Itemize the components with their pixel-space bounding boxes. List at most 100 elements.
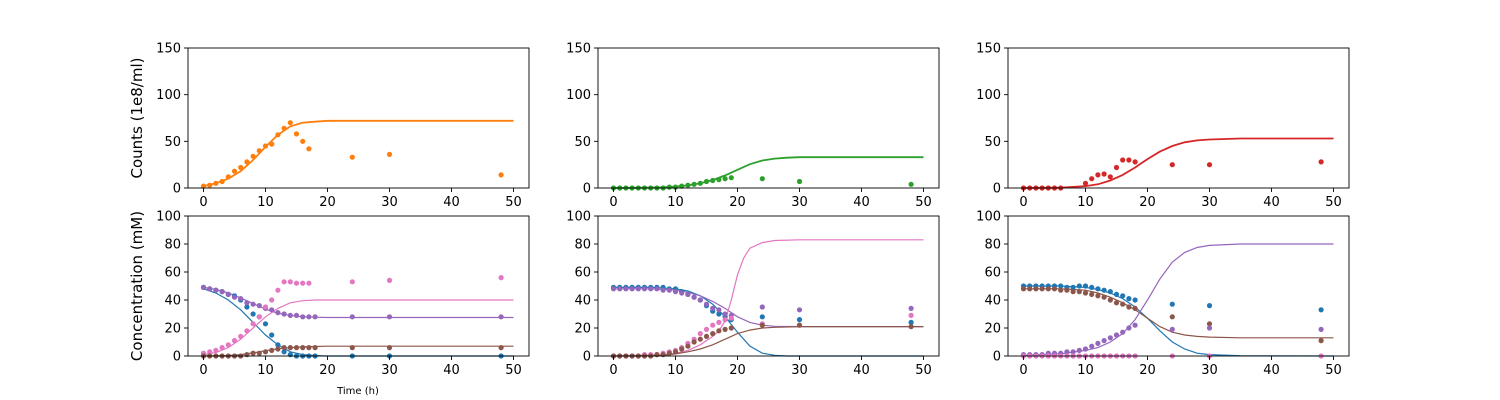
data-point-series-1 — [281, 349, 287, 355]
x-tick-label: 30 — [1201, 195, 1218, 210]
fit-line-2 — [1023, 288, 1334, 339]
data-point-series-3 — [1064, 349, 1070, 355]
data-point-series-2 — [1318, 338, 1324, 344]
y-tick-label: 100 — [976, 88, 1001, 103]
data-point-series-3 — [231, 338, 238, 344]
data-point-series-2 — [722, 311, 728, 317]
data-point-series-1 — [1318, 307, 1324, 313]
data-point-series-2 — [306, 314, 312, 320]
data-point-series-4 — [250, 350, 256, 356]
fit-line-1 — [203, 119, 514, 187]
y-tick-label: 100 — [976, 210, 1001, 225]
data-point-series-2 — [386, 314, 393, 320]
x-tick-label: 40 — [443, 363, 460, 378]
data-point-series-2 — [629, 286, 635, 292]
data-point-series-4 — [262, 349, 269, 355]
data-point-series-1 — [728, 175, 734, 181]
data-point-series-2 — [225, 291, 231, 297]
data-point-series-2 — [219, 289, 225, 295]
y-tick-label: 100 — [156, 88, 181, 103]
data-point-series-1 — [207, 182, 213, 188]
data-point-series-2 — [697, 297, 703, 303]
data-point-series-2 — [1089, 291, 1095, 297]
data-point-series-2 — [759, 304, 765, 310]
data-point-series-1 — [796, 317, 803, 323]
data-point-series-3 — [1120, 329, 1126, 335]
x-tick-label: 0 — [609, 363, 617, 378]
y-tick-label: 60 — [574, 266, 591, 281]
data-point-series-1 — [281, 125, 287, 131]
y-tick-label: 50 — [574, 135, 591, 150]
data-point-series-1 — [300, 138, 306, 144]
data-point-series-2 — [1064, 287, 1070, 293]
y-tick-label: 80 — [164, 238, 181, 253]
data-point-series-3 — [1132, 322, 1138, 328]
data-point-series-3 — [281, 279, 287, 285]
data-point-series-2 — [1076, 289, 1082, 295]
data-point-series-1 — [256, 148, 262, 154]
data-point-series-4 — [796, 322, 803, 328]
x-tick-label: 50 — [1325, 195, 1342, 210]
y-tick-label: 20 — [164, 322, 181, 337]
data-point-series-2 — [1033, 286, 1039, 292]
data-point-series-1 — [275, 132, 281, 138]
data-point-series-2 — [623, 286, 629, 292]
data-point-series-2 — [691, 294, 697, 300]
x-tick-label: 50 — [1325, 363, 1342, 378]
fit-line-3 — [203, 299, 514, 356]
data-point-series-2 — [685, 291, 691, 297]
data-point-series-1 — [1169, 301, 1175, 307]
data-point-series-4 — [666, 350, 672, 356]
data-point-series-2 — [796, 307, 803, 313]
data-point-series-2 — [710, 305, 716, 311]
ylabel-bottom: Concentration (mM) — [128, 211, 146, 361]
data-point-series-1 — [238, 164, 244, 171]
data-point-series-3 — [722, 317, 728, 323]
panel-bottom-3: 0 10 20 30 40 50 0 20 40 60 80 100 — [976, 210, 1350, 378]
data-point-series-3 — [306, 280, 312, 286]
x-tick-label: 0 — [199, 363, 207, 378]
x-tick-label: 30 — [1201, 363, 1218, 378]
x-tick-label: 10 — [1077, 195, 1094, 210]
x-tick-label: 10 — [257, 363, 274, 378]
data-point-series-2 — [1039, 286, 1045, 292]
data-point-series-2 — [660, 287, 666, 293]
data-point-series-1 — [269, 141, 275, 147]
data-point-series-2 — [269, 307, 275, 313]
x-tick-label: 50 — [915, 363, 932, 378]
y-tick-label: 100 — [156, 210, 181, 225]
axes-frame — [187, 47, 530, 189]
data-point-series-3 — [256, 314, 262, 320]
panel-top-3: 0 10 20 30 40 50 0 50 100 150 — [976, 42, 1350, 210]
fit-line-1 — [1023, 137, 1334, 189]
data-point-series-3 — [213, 347, 219, 353]
data-point-series-4 — [697, 336, 703, 342]
data-point-series-1 — [306, 146, 312, 152]
x-tick-label: 30 — [381, 363, 398, 378]
x-tick-label: 10 — [1077, 363, 1094, 378]
x-tick-label: 50 — [915, 195, 932, 210]
data-point-series-1 — [1132, 297, 1138, 303]
y-tick-label: 0 — [583, 182, 591, 197]
data-point-series-3 — [697, 331, 703, 337]
data-point-series-4 — [275, 346, 281, 352]
data-point-series-2 — [908, 305, 914, 311]
y-tick-label: 50 — [164, 135, 181, 150]
y-tick-label: 40 — [984, 294, 1001, 309]
data-point-series-1 — [498, 172, 504, 178]
data-point-series-2 — [207, 286, 213, 292]
panel-top-1: 0 10 20 30 40 50 0 50 100 150 — [156, 42, 530, 210]
x-tick-label: 0 — [1019, 363, 1027, 378]
y-tick-label: 40 — [164, 294, 181, 309]
data-point-series-2 — [231, 294, 238, 300]
data-point-series-1 — [1070, 284, 1076, 290]
data-point-series-1 — [691, 181, 697, 187]
x-tick-label: 30 — [791, 195, 808, 210]
data-point-series-4 — [312, 345, 318, 351]
y-tick-label: 150 — [156, 42, 181, 57]
y-tick-label: 20 — [574, 322, 591, 337]
data-point-series-1 — [1082, 180, 1089, 186]
axes-frame — [187, 215, 530, 357]
data-point-series-1 — [1126, 157, 1132, 163]
panel-top-2: 0 10 20 30 40 50 0 50 100 150 — [566, 42, 940, 210]
